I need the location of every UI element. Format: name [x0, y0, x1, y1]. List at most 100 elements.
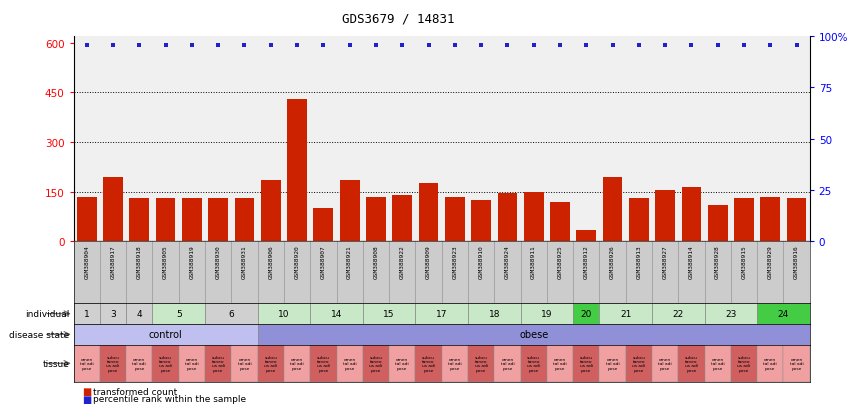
Text: 20: 20	[580, 309, 592, 318]
Bar	[100, 304, 126, 324]
Text: GSM388909: GSM388909	[426, 244, 431, 278]
Text: 3: 3	[110, 309, 116, 318]
Text: 23: 23	[725, 309, 736, 318]
Bar	[337, 345, 363, 382]
Text: ■: ■	[82, 387, 92, 396]
Bar	[205, 345, 231, 382]
Text: GSM388904: GSM388904	[84, 244, 89, 278]
Bar	[678, 345, 705, 382]
Bar	[494, 345, 520, 382]
Bar	[550, 202, 570, 242]
Text: omen
tal adi
pose: omen tal adi pose	[132, 357, 146, 370]
Text: subcu
taneo
us adi
pose: subcu taneo us adi pose	[370, 355, 383, 372]
Text: 19: 19	[541, 309, 553, 318]
Bar	[471, 200, 491, 242]
Text: GSM388927: GSM388927	[662, 244, 668, 278]
Bar	[757, 345, 784, 382]
Text: omen
tal adi
pose: omen tal adi pose	[396, 357, 409, 370]
Text: omen
tal adi
pose: omen tal adi pose	[790, 357, 804, 370]
Text: GSM388928: GSM388928	[715, 244, 721, 278]
Text: GSM388924: GSM388924	[505, 244, 510, 278]
Bar	[786, 199, 806, 242]
Bar	[520, 345, 546, 382]
Text: GDS3679 / 14831: GDS3679 / 14831	[342, 12, 455, 25]
Bar	[100, 345, 126, 382]
Bar	[209, 199, 228, 242]
Bar	[389, 345, 416, 382]
Bar	[363, 345, 389, 382]
Bar	[339, 180, 359, 242]
Text: GSM388905: GSM388905	[163, 244, 168, 278]
Bar	[130, 199, 149, 242]
Text: subcu
taneo
us adi
pose: subcu taneo us adi pose	[475, 355, 488, 372]
Text: disease state: disease state	[9, 330, 69, 339]
Text: subcu
taneo
us adi
pose: subcu taneo us adi pose	[632, 355, 645, 372]
Bar	[577, 230, 596, 242]
Text: subcu
taneo
us adi
pose: subcu taneo us adi pose	[685, 355, 698, 372]
Bar	[231, 345, 258, 382]
Bar	[629, 199, 649, 242]
Bar	[468, 345, 494, 382]
Text: 1: 1	[84, 309, 89, 318]
Bar	[258, 304, 310, 324]
Text: subcu
taneo
us adi
pose: subcu taneo us adi pose	[211, 355, 225, 372]
Bar	[524, 192, 544, 242]
Text: GSM388916: GSM388916	[794, 244, 799, 278]
Text: GSM388917: GSM388917	[111, 244, 115, 278]
Bar	[156, 199, 176, 242]
Text: GSM388920: GSM388920	[294, 244, 300, 278]
Bar	[284, 345, 310, 382]
Bar	[784, 345, 810, 382]
Bar	[418, 184, 438, 242]
Bar	[705, 304, 757, 324]
Bar	[573, 345, 599, 382]
Bar	[313, 209, 333, 242]
Bar	[363, 304, 416, 324]
Text: individual: individual	[25, 309, 69, 318]
Text: omen
tal adi
pose: omen tal adi pose	[501, 357, 514, 370]
Text: GSM388919: GSM388919	[190, 244, 194, 278]
Bar	[416, 345, 442, 382]
Text: GSM388913: GSM388913	[637, 244, 642, 278]
Text: percentile rank within the sample: percentile rank within the sample	[93, 394, 246, 403]
Bar	[258, 345, 284, 382]
Text: GSM388930: GSM388930	[216, 244, 221, 278]
Text: GSM388921: GSM388921	[347, 244, 352, 278]
Bar	[442, 345, 468, 382]
Text: 14: 14	[331, 309, 342, 318]
Bar	[682, 187, 701, 242]
Text: GSM388926: GSM388926	[610, 244, 615, 278]
Bar	[126, 345, 152, 382]
Bar	[546, 345, 573, 382]
Text: GSM388918: GSM388918	[137, 244, 142, 278]
Text: subcu
taneo
us adi
pose: subcu taneo us adi pose	[579, 355, 593, 372]
Bar	[74, 304, 100, 324]
Bar	[152, 304, 205, 324]
Bar	[498, 194, 517, 242]
Text: omen
tal adi
pose: omen tal adi pose	[448, 357, 462, 370]
Bar	[258, 324, 810, 345]
Text: omen
tal adi
pose: omen tal adi pose	[343, 357, 357, 370]
Bar	[77, 197, 97, 242]
Bar	[310, 304, 363, 324]
Bar	[74, 345, 100, 382]
Bar	[757, 304, 810, 324]
Text: omen
tal adi
pose: omen tal adi pose	[237, 357, 251, 370]
Bar	[760, 197, 780, 242]
Bar	[656, 190, 675, 242]
Text: omen
tal adi
pose: omen tal adi pose	[553, 357, 567, 370]
Bar	[445, 197, 465, 242]
Text: GSM388906: GSM388906	[268, 244, 274, 278]
Bar	[652, 345, 678, 382]
Text: 5: 5	[176, 309, 182, 318]
Bar	[708, 205, 727, 242]
Text: ■: ■	[82, 394, 92, 404]
Text: 22: 22	[673, 309, 684, 318]
Bar	[261, 180, 281, 242]
Text: 4: 4	[137, 309, 142, 318]
Bar	[734, 199, 753, 242]
Text: GSM388914: GSM388914	[689, 244, 694, 278]
Bar	[366, 197, 385, 242]
Bar	[705, 345, 731, 382]
Bar	[573, 304, 599, 324]
